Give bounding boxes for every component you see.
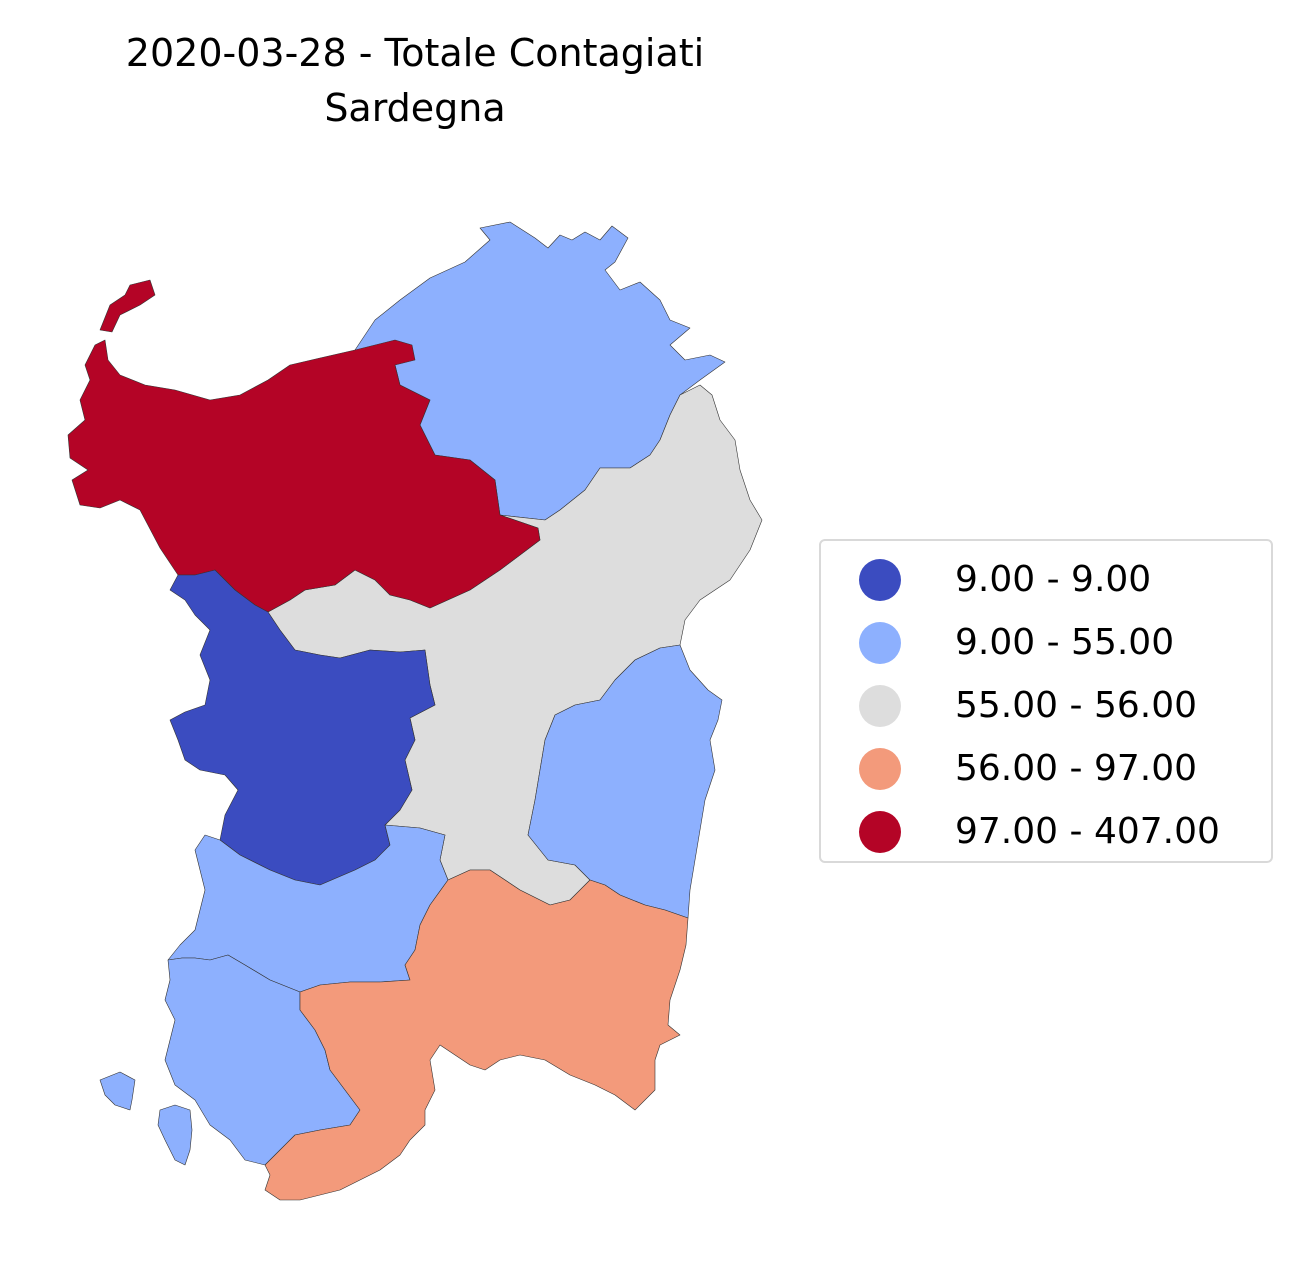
legend-item: 55.00 - 56.00 <box>821 685 1271 727</box>
region-cagliari <box>264 869 689 1201</box>
legend-item: 56.00 - 97.00 <box>821 748 1271 790</box>
legend-item: 9.00 - 9.00 <box>821 559 1271 601</box>
legend-marker-icon <box>859 559 901 601</box>
legend-marker-icon <box>859 685 901 727</box>
legend-label: 56.00 - 97.00 <box>955 748 1197 789</box>
legend-label: 97.00 - 407.00 <box>955 811 1220 852</box>
legend-marker-icon <box>859 811 901 853</box>
legend-label: 9.00 - 55.00 <box>955 622 1175 663</box>
legend-label: 9.00 - 9.00 <box>955 559 1152 600</box>
legend-label: 55.00 - 56.00 <box>955 685 1197 726</box>
map-title: 2020-03-28 - Totale Contagiati <box>125 31 705 75</box>
map-subtitle: Sardegna <box>324 86 506 130</box>
legend-marker-icon <box>859 748 901 790</box>
legend: 9.00 - 9.00 9.00 - 55.00 55.00 - 56.00 56.0… <box>819 539 1273 863</box>
legend-marker-icon <box>859 622 901 664</box>
legend-item: 97.00 - 407.00 <box>821 811 1271 853</box>
legend-item: 9.00 - 55.00 <box>821 622 1271 664</box>
